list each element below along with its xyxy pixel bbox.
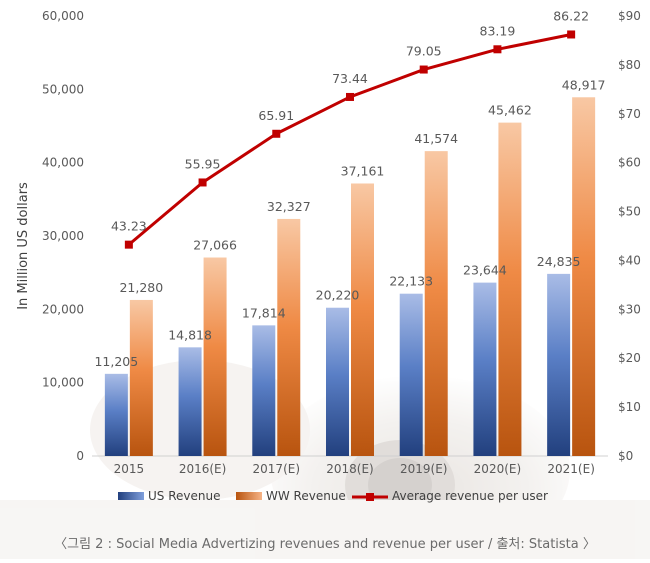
x-tick-label: 2015 <box>114 462 145 476</box>
bar-us-revenue <box>399 293 423 456</box>
data-label-arpu: 65.91 <box>258 108 294 123</box>
x-tick-label: 2019(E) <box>400 462 447 476</box>
bar-us-revenue <box>326 307 349 456</box>
x-tick-label: 2018(E) <box>326 462 373 476</box>
y2-tick-label: $10 <box>618 400 641 414</box>
x-tick-label: 2017(E) <box>253 462 300 476</box>
y2-tick-label: $30 <box>618 302 641 316</box>
bar-us-revenue <box>547 273 571 456</box>
y-axis-title: In Million US dollars <box>16 182 31 310</box>
data-label-us: 22,133 <box>389 274 433 289</box>
legend-swatch-us <box>118 492 144 500</box>
data-label-us: 23,644 <box>463 263 507 278</box>
bar-us-revenue <box>473 282 497 456</box>
bar-ww-revenue <box>424 151 448 456</box>
legend-marker-arpu <box>366 493 374 501</box>
data-label-arpu: 86.22 <box>553 8 589 23</box>
y2-tick-label: $60 <box>618 156 641 170</box>
bars-group <box>104 97 596 456</box>
arpu-point <box>346 92 354 101</box>
data-label-ww: 45,462 <box>488 103 532 118</box>
data-label-arpu: 83.19 <box>480 23 516 38</box>
legend-label-us: US Revenue <box>148 489 220 503</box>
data-label-ww: 27,066 <box>193 238 237 253</box>
bar-ww-revenue <box>277 218 301 456</box>
y-tick-label: 10,000 <box>42 376 84 390</box>
data-label-arpu: 73.44 <box>332 71 368 86</box>
data-label-arpu: 43.23 <box>111 219 147 234</box>
data-label-us: 24,835 <box>537 254 581 269</box>
y-tick-label: 20,000 <box>42 302 84 316</box>
y2-tick-label: $40 <box>618 253 641 267</box>
arpu-point <box>567 30 576 39</box>
bar-ww-revenue <box>572 97 596 456</box>
caption: 〈그림 2 : Social Media Advertizing revenue… <box>54 537 596 552</box>
legend: US Revenue WW Revenue Average revenue per … <box>118 489 548 503</box>
x-tick-label: 2021(E) <box>547 462 594 476</box>
data-label-us: 17,814 <box>242 305 286 320</box>
y-tick-label: 30,000 <box>42 229 84 243</box>
bar-ww-revenue <box>498 122 522 456</box>
arpu-point <box>419 65 428 74</box>
data-label-us: 14,818 <box>168 327 212 342</box>
data-label-ww: 41,574 <box>414 131 458 146</box>
legend-swatch-ww <box>236 492 262 500</box>
arpu-point <box>198 178 207 187</box>
y2-tick-label: $50 <box>618 205 641 219</box>
bar-us-revenue <box>104 373 128 456</box>
bar-ww-revenue <box>351 183 374 456</box>
y2-tick-label: $80 <box>618 58 641 72</box>
data-label-ww: 21,280 <box>119 280 163 295</box>
legend-label-ww: WW Revenue <box>266 489 346 503</box>
y2-tick-label: $20 <box>618 351 641 365</box>
arpu-point <box>124 240 133 249</box>
bar-ww-revenue <box>203 257 227 456</box>
y2-tick-label: $0 <box>618 449 633 463</box>
line-group <box>124 30 576 249</box>
y2-tick-label: $70 <box>618 107 641 121</box>
y-tick-label: 0 <box>76 449 84 463</box>
arpu-point <box>493 45 502 54</box>
plot-area: 0 10,000 20,000 30,000 40,000 50,000 60,000 $0 $… <box>16 9 641 476</box>
y-tick-label: 60,000 <box>42 9 84 23</box>
data-label-arpu: 55.95 <box>185 156 221 171</box>
y-tick-label: 50,000 <box>42 82 84 96</box>
x-tick-label: 2016(E) <box>179 462 226 476</box>
bar-us-revenue <box>178 347 202 456</box>
y2-tick-label: $90 <box>618 9 641 23</box>
arpu-point <box>272 129 281 138</box>
data-label-ww: 32,327 <box>267 199 311 214</box>
y-tick-label: 40,000 <box>42 156 84 170</box>
data-label-ww: 48,917 <box>562 77 606 92</box>
legend-label-arpu: Average revenue per user <box>392 489 548 503</box>
x-tick-label: 2020(E) <box>474 462 521 476</box>
bar-us-revenue <box>252 325 276 456</box>
bar-ww-revenue <box>129 299 153 456</box>
data-label-ww: 37,161 <box>341 163 385 178</box>
data-label-arpu: 79.05 <box>406 44 442 59</box>
data-label-us: 11,205 <box>94 354 138 369</box>
labels-group: 11,205 21,280 14,818 27,066 17,814 32,327 20,2… <box>94 8 605 368</box>
data-label-us: 20,220 <box>316 288 360 303</box>
